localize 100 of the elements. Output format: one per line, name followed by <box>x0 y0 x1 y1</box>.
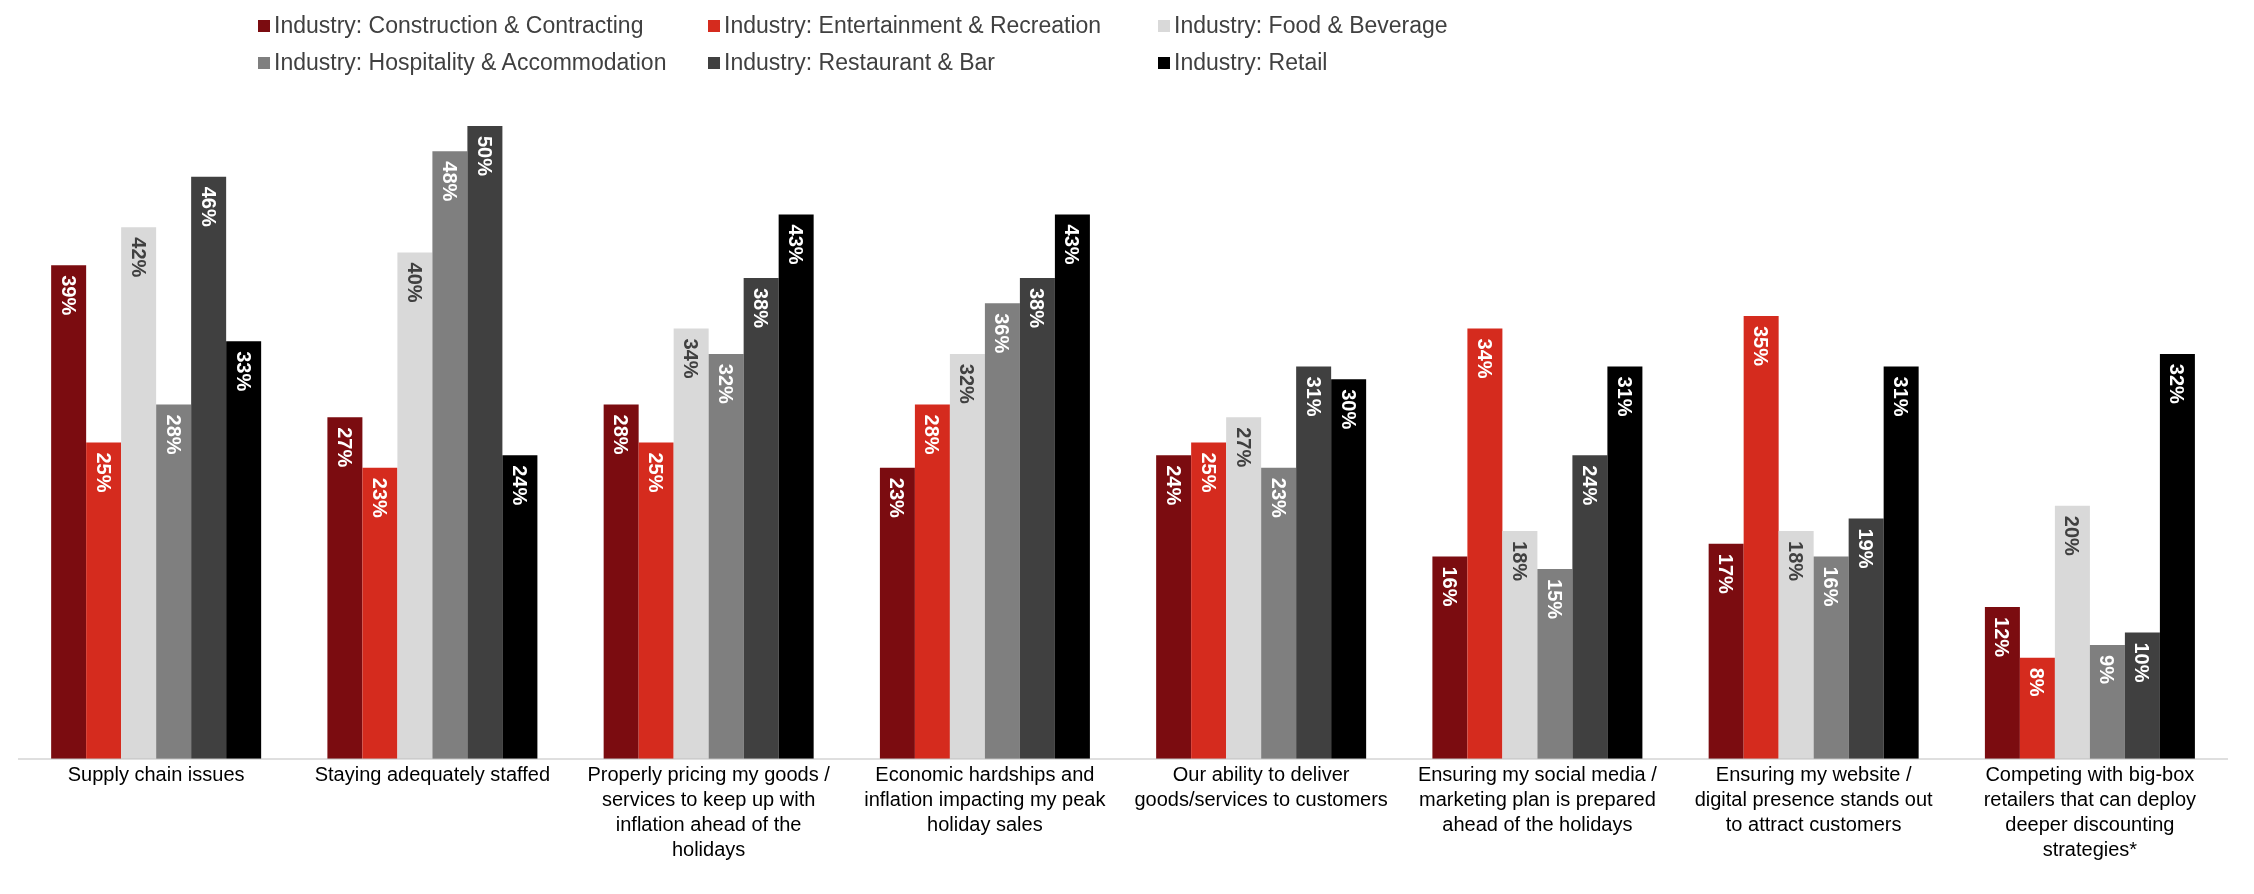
bar <box>1607 366 1643 759</box>
x-tick-label: Ensuring my website / digital presence stands out to attract customers <box>1694 763 1934 835</box>
data-label: 33% <box>232 351 255 392</box>
data-label: 15% <box>1543 579 1566 620</box>
bar <box>949 353 985 759</box>
data-label: 43% <box>1061 224 1084 265</box>
data-label: 18% <box>1785 541 1808 582</box>
data-label: 16% <box>1820 566 1843 607</box>
data-label: 24% <box>1578 465 1601 506</box>
legend-label: Industry: Hospitality & Accommodation <box>274 49 667 76</box>
bar <box>362 467 398 759</box>
data-label: 31% <box>1613 376 1636 417</box>
data-label: 42% <box>127 237 150 278</box>
bar <box>1537 569 1573 759</box>
bar <box>1572 455 1608 759</box>
data-label: 20% <box>2061 515 2084 557</box>
bar <box>1813 556 1849 759</box>
bar <box>743 277 779 759</box>
data-label: 12% <box>1991 617 2014 658</box>
bar <box>2089 645 2125 759</box>
data-label: 28% <box>162 414 185 455</box>
bar <box>603 404 639 759</box>
bar <box>1467 328 1503 759</box>
x-tick-label: Ensuring my social media / marketing plan is prepared ahead of the holidays <box>1417 763 1658 835</box>
data-label: 18% <box>1508 541 1531 582</box>
data-label: 31% <box>1890 376 1913 417</box>
bar <box>327 417 363 759</box>
data-label: 25% <box>1197 452 1220 493</box>
bar <box>673 328 709 759</box>
bar <box>1226 417 1262 759</box>
x-tick-label: Competing with big-box retailers that can deploy deeper discounting strategies* <box>1983 763 2197 860</box>
bar <box>397 252 433 759</box>
data-label: 32% <box>956 363 979 405</box>
data-label: 24% <box>508 465 531 506</box>
data-label: 27% <box>1232 427 1255 468</box>
bar <box>1191 442 1227 759</box>
legend-label: Industry: Restaurant & Bar <box>724 49 996 76</box>
bar <box>1331 379 1367 759</box>
data-label: 32% <box>2166 363 2189 405</box>
data-label: 10% <box>2131 642 2154 683</box>
bar <box>1156 455 1192 759</box>
bar <box>2124 632 2160 759</box>
data-label: 17% <box>1715 553 1738 595</box>
bar <box>708 353 744 759</box>
bar <box>1778 531 1814 759</box>
data-label: 50% <box>473 136 496 177</box>
bar <box>226 341 262 759</box>
bar <box>2159 353 2195 759</box>
bar <box>1432 556 1468 759</box>
bar <box>1019 277 1055 759</box>
data-label: 35% <box>1750 325 1773 367</box>
data-label: 48% <box>438 161 461 202</box>
bar <box>1848 518 1884 759</box>
bar <box>638 442 674 759</box>
data-label: 23% <box>886 477 909 519</box>
bar <box>984 303 1020 759</box>
bar <box>432 151 468 759</box>
legend-label: Industry: Entertainment & Recreation <box>724 12 1102 39</box>
data-label: 28% <box>921 414 944 455</box>
x-tick-label: Economic hardships and inflation impacting my peak holiday sales <box>864 763 1107 835</box>
data-label: 25% <box>645 452 668 493</box>
bar <box>191 176 227 759</box>
bar <box>2019 657 2055 759</box>
bar <box>1054 214 1090 759</box>
bar <box>1883 366 1919 759</box>
data-label: 38% <box>750 287 773 329</box>
bar <box>2054 505 2090 759</box>
data-label: 8% <box>2026 667 2049 697</box>
bar <box>1708 543 1744 759</box>
bar <box>1296 366 1332 759</box>
data-label: 46% <box>197 186 220 227</box>
data-label: 31% <box>1302 376 1325 417</box>
data-label: 23% <box>368 477 391 519</box>
bar <box>778 214 814 759</box>
data-label: 30% <box>1337 389 1360 430</box>
bar <box>1984 607 2020 759</box>
data-label: 36% <box>991 313 1014 354</box>
x-tick-label: Properly pricing my goods / services to keep up with inflation ahead of the holidays <box>587 763 831 860</box>
bar <box>51 265 87 759</box>
data-label: 43% <box>785 224 808 265</box>
legend-label: Industry: Food & Beverage <box>1174 12 1448 39</box>
data-label: 19% <box>1855 528 1878 569</box>
bar <box>1261 467 1297 759</box>
x-tick-label: Supply chain issues <box>67 763 245 785</box>
bar <box>1743 315 1779 759</box>
data-label: 38% <box>1026 287 1049 329</box>
bar <box>467 126 503 759</box>
bar <box>914 404 950 759</box>
data-label: 39% <box>57 275 80 316</box>
data-label: 32% <box>715 363 738 405</box>
bar <box>121 227 157 759</box>
bar <box>879 467 915 759</box>
data-label: 34% <box>680 338 703 379</box>
legend-label: Industry: Retail <box>1174 49 1328 76</box>
data-label: 40% <box>403 262 426 303</box>
data-label: 16% <box>1438 566 1461 607</box>
legend-label: Industry: Construction & Contracting <box>274 12 644 39</box>
data-label: 27% <box>333 427 356 468</box>
data-label: 25% <box>92 452 115 493</box>
data-label: 9% <box>2096 655 2119 685</box>
